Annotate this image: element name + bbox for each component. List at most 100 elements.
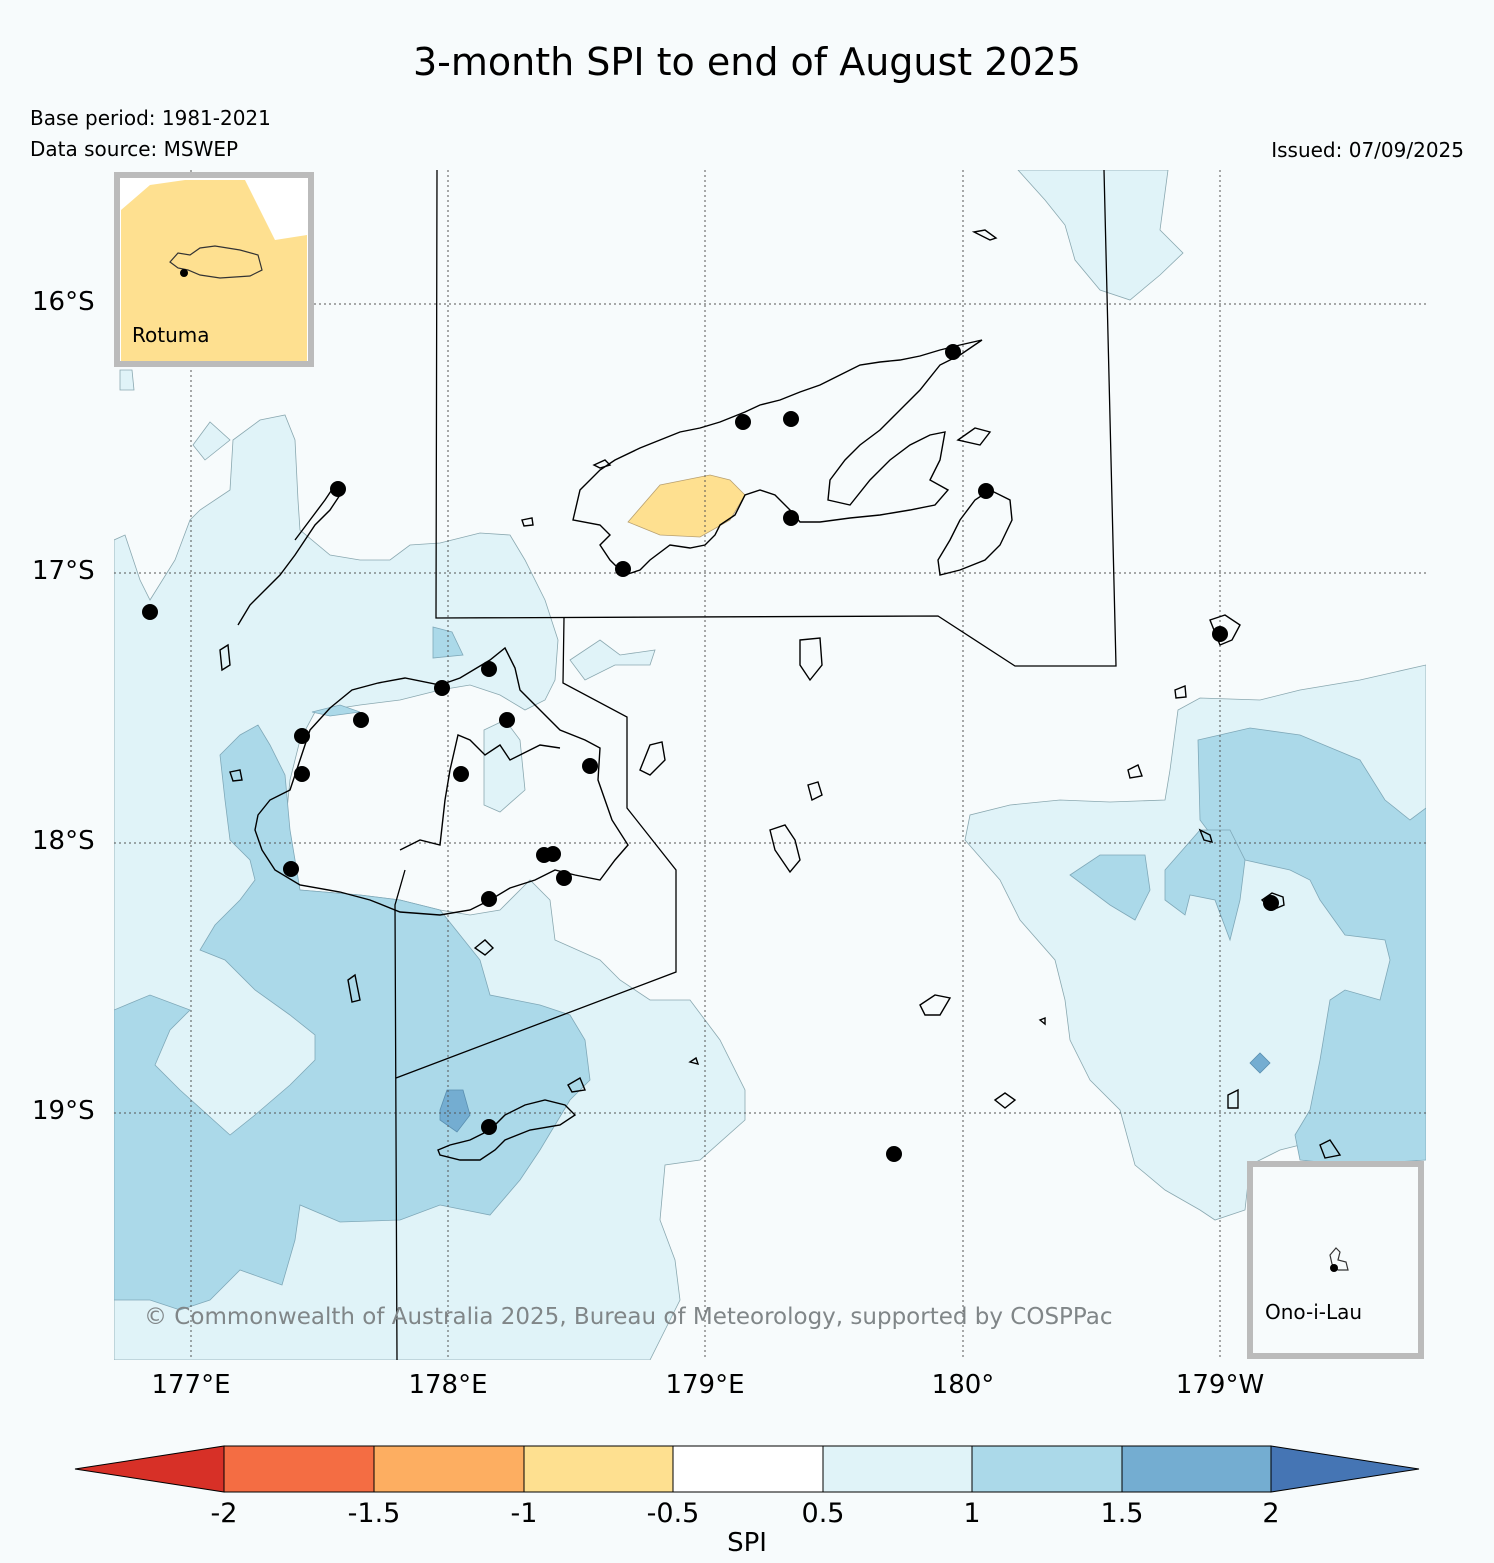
- islet-12: [219, 643, 231, 672]
- rotuma-inset: [114, 172, 314, 367]
- lat-tick-label: 16°S: [32, 287, 95, 317]
- colorbar-title: SPI: [727, 1528, 767, 1558]
- ovalau-coast: [639, 741, 666, 776]
- station-marker[interactable]: [142, 604, 158, 620]
- colorbar-label: -1.5: [347, 1498, 401, 1529]
- station-marker[interactable]: [783, 510, 799, 526]
- spi-region-medium-southwest: [114, 724, 591, 1311]
- colorbar-bin: [523, 1445, 674, 1493]
- lon-tick-label: 179°W: [1175, 1370, 1265, 1400]
- gau-coast: [769, 824, 801, 874]
- spi-region-medium-north: [432, 626, 464, 659]
- station-marker[interactable]: [283, 861, 299, 877]
- station-marker[interactable]: [1212, 626, 1228, 642]
- station-marker[interactable]: [481, 891, 497, 907]
- station-marker[interactable]: [886, 1146, 902, 1162]
- rotuma-station-marker[interactable]: [180, 269, 188, 277]
- station-marker[interactable]: [330, 481, 346, 497]
- vatulele-coast: [347, 973, 361, 1003]
- station-marker[interactable]: [735, 414, 751, 430]
- koro-coast: [799, 637, 823, 682]
- coastlines: [219, 229, 1342, 1161]
- division-boundaries: [394, 170, 1117, 1360]
- islet-4: [1174, 685, 1187, 699]
- station-marker[interactable]: [499, 712, 515, 728]
- colorbar-label: 1.5: [1100, 1498, 1144, 1529]
- islet-3: [1127, 764, 1143, 779]
- spi-region-medium-east-2: [1069, 854, 1151, 921]
- colorbar-bin: [971, 1445, 1123, 1493]
- colorbar-bin: [672, 1445, 824, 1493]
- data-source: Data source: MSWEP: [30, 137, 239, 161]
- central-division-boundary: [395, 617, 677, 1079]
- islet-9: [807, 781, 823, 802]
- station-marker[interactable]: [353, 712, 369, 728]
- colorbar-bin: [373, 1445, 525, 1493]
- base-period: Base period: 1981-2021: [30, 106, 271, 130]
- yasawa-coast: [237, 483, 341, 626]
- station-marker[interactable]: [978, 483, 994, 499]
- station-marker[interactable]: [294, 728, 310, 744]
- islet-8: [1038, 1016, 1046, 1026]
- station-marker[interactable]: [481, 1119, 497, 1135]
- islet-7: [1319, 1139, 1342, 1159]
- colorbar-bin: [1121, 1445, 1272, 1493]
- islet-6: [1227, 1088, 1239, 1109]
- lon-tick-label: 177°E: [151, 1370, 231, 1400]
- lon-tick-label: 178°E: [408, 1370, 488, 1400]
- colorbar-label: -1: [510, 1498, 538, 1529]
- islet-10: [592, 459, 612, 469]
- ono-i-lau-inset: [1247, 1161, 1424, 1359]
- beqa-coast: [473, 939, 495, 956]
- vanua-levu-coast: [572, 339, 983, 576]
- spi-region-light-small-3: [119, 369, 135, 391]
- kadavu-coast: [437, 1099, 577, 1161]
- station-marker[interactable]: [556, 870, 572, 886]
- station-markers: [142, 344, 1279, 1162]
- rotuma-island-coast: [169, 245, 263, 279]
- colorbar-label: 0.5: [801, 1498, 845, 1529]
- station-marker[interactable]: [453, 766, 469, 782]
- islet-13: [229, 769, 243, 782]
- lat-tick-label: 17°S: [32, 556, 95, 586]
- station-marker[interactable]: [481, 661, 497, 677]
- station-marker[interactable]: [434, 680, 450, 696]
- graticule: [114, 170, 1426, 1360]
- rotuma-dry-region: [121, 180, 307, 361]
- lon-tick-label: 180°: [931, 1370, 995, 1400]
- viti-levu-interior: [399, 734, 561, 851]
- colorbar-extend-high: [1270, 1445, 1420, 1493]
- spi-region-light-northeast: [1017, 170, 1184, 301]
- spi-region-light-small-2: [192, 421, 231, 461]
- colorbar-bin: [223, 1445, 375, 1493]
- colorbar-label: -2: [210, 1498, 238, 1529]
- northern-division-boundary: [435, 170, 1117, 667]
- colorbar-label: -0.5: [646, 1498, 700, 1529]
- station-marker[interactable]: [783, 411, 799, 427]
- islet-15: [567, 1076, 586, 1093]
- totoya-coast: [993, 1092, 1017, 1109]
- western-division-boundary: [394, 869, 406, 1360]
- spi-region-dark-2: [1249, 1052, 1271, 1074]
- map-title: 3-month SPI to end of August 2025: [413, 40, 1081, 84]
- islet-14: [688, 1056, 700, 1065]
- moala-coast: [919, 994, 952, 1016]
- islet-11: [521, 517, 534, 527]
- islet-5: [1198, 828, 1214, 843]
- ono-i-lau-station-marker[interactable]: [1330, 1264, 1338, 1272]
- copyright-notice: © Commonwealth of Australia 2025, Bureau…: [144, 1304, 1113, 1330]
- spi-region-medium-east: [1197, 727, 1426, 1166]
- colorbar-bin: [822, 1445, 973, 1493]
- station-marker[interactable]: [294, 766, 310, 782]
- station-marker[interactable]: [582, 758, 598, 774]
- lat-tick-label: 19°S: [32, 1096, 95, 1126]
- station-marker[interactable]: [1263, 895, 1279, 911]
- colorbar-label: 1: [963, 1498, 981, 1529]
- station-marker[interactable]: [945, 344, 961, 360]
- colorbar-extend-low: [74, 1445, 225, 1493]
- issued-date: Issued: 07/09/2025: [1271, 138, 1464, 162]
- station-marker[interactable]: [615, 561, 631, 577]
- colorbar-label: 2: [1262, 1498, 1280, 1529]
- station-marker[interactable]: [545, 846, 561, 862]
